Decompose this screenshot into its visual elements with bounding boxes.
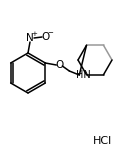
Text: HCl: HCl [92, 136, 112, 146]
Text: O: O [55, 60, 63, 70]
Text: N: N [26, 33, 34, 43]
Text: −: − [47, 30, 53, 36]
Text: O: O [42, 32, 50, 42]
Text: +: + [31, 31, 37, 37]
Text: HN: HN [76, 70, 91, 80]
